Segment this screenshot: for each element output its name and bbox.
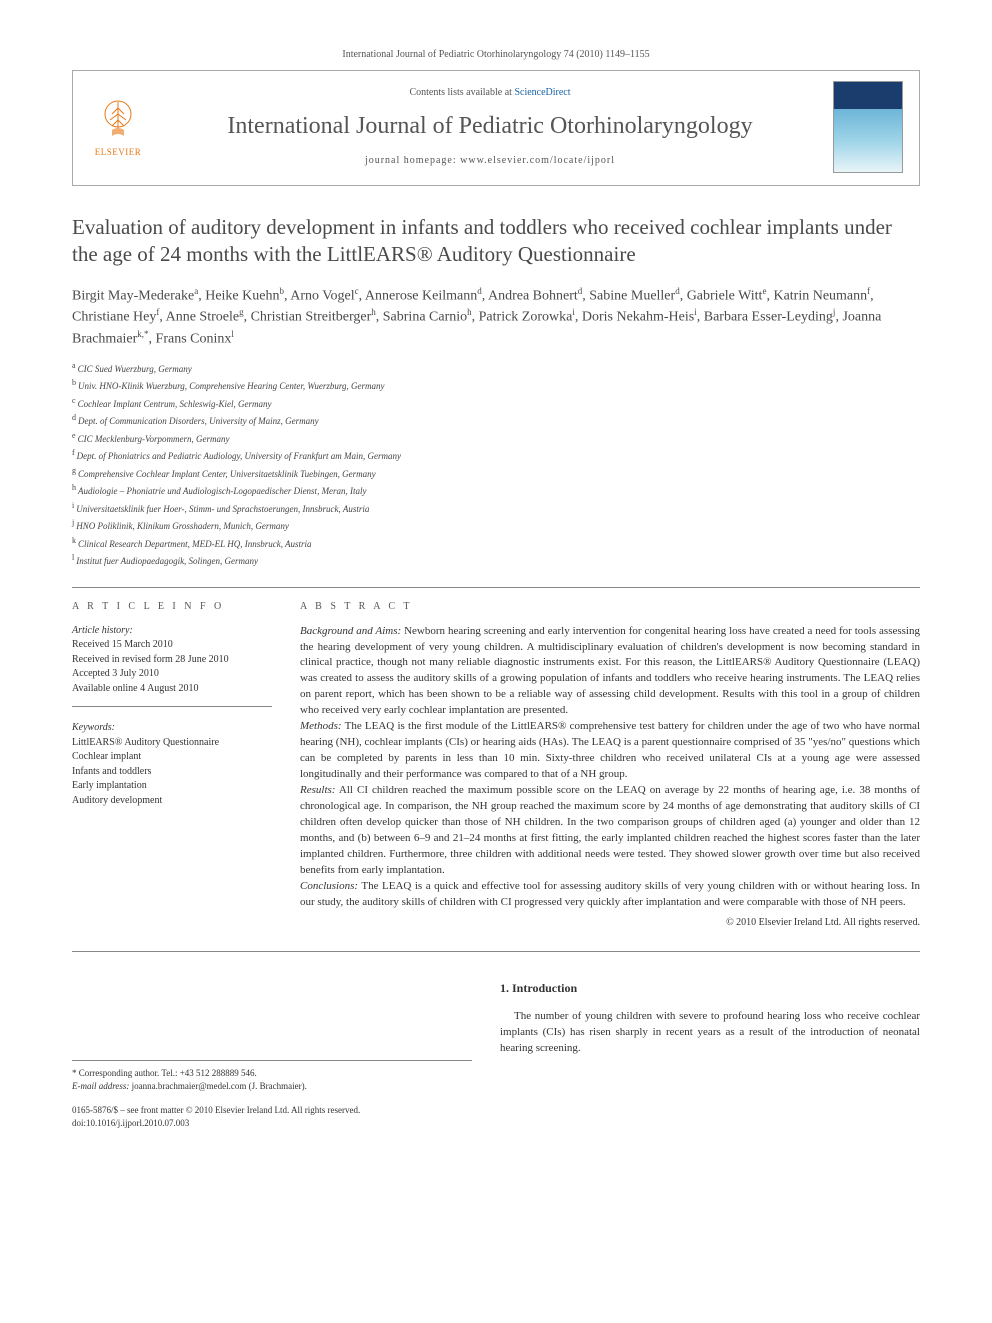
affiliation-item: eCIC Mecklenburg-Vorpommern, Germany <box>72 430 920 447</box>
corr-email[interactable]: joanna.brachmaier@medel.com <box>132 1081 247 1091</box>
footer-doi: doi:10.1016/j.ijporl.2010.07.003 <box>72 1117 920 1130</box>
info-abstract-row: A R T I C L E I N F O Article history: R… <box>72 600 920 931</box>
keyword-item: LittlEARS® Auditory Questionnaire <box>72 736 272 751</box>
article-info-head: A R T I C L E I N F O <box>72 600 272 614</box>
keywords-label: Keywords: <box>72 721 272 736</box>
affiliation-item: fDept. of Phoniatrics and Pediatric Audi… <box>72 447 920 464</box>
elsevier-label: ELSEVIER <box>95 146 142 159</box>
journal-cover-thumbnail <box>833 81 903 173</box>
affiliation-item: dDept. of Communication Disorders, Unive… <box>72 412 920 429</box>
bottom-row: * Corresponding author. Tel.: +43 512 28… <box>72 980 920 1092</box>
affiliation-item: iUniversitaetsklinik fuer Hoer-, Stimm- … <box>72 500 920 517</box>
corresponding-col: * Corresponding author. Tel.: +43 512 28… <box>72 980 472 1092</box>
keywords-block: Keywords: LittlEARS® Auditory Questionna… <box>72 721 272 808</box>
conclusions-label: Conclusions: <box>300 880 358 892</box>
homepage-url[interactable]: www.elsevier.com/locate/ijporl <box>460 155 615 166</box>
history-label: Article history: <box>72 624 272 639</box>
rule-bottom <box>72 951 920 952</box>
affiliation-item: jHNO Poliklinik, Klinikum Grosshadern, M… <box>72 517 920 534</box>
affiliation-item: kClinical Research Department, MED-EL HQ… <box>72 535 920 552</box>
rule-top <box>72 587 920 588</box>
intro-col: 1. Introduction The number of young chil… <box>500 980 920 1092</box>
results-label: Results: <box>300 784 335 796</box>
page: International Journal of Pediatric Otorh… <box>0 0 992 1169</box>
article-info-column: A R T I C L E I N F O Article history: R… <box>72 600 272 931</box>
elsevier-tree-icon <box>94 96 142 144</box>
footer-issn: 0165-5876/$ – see front matter © 2010 El… <box>72 1104 920 1117</box>
article-history: Article history: Received 15 March 2010 … <box>72 624 272 708</box>
keyword-item: Early implantation <box>72 779 272 794</box>
revised-date: Received in revised form 28 June 2010 <box>72 653 272 668</box>
abstract-head: A B S T R A C T <box>300 600 920 614</box>
journal-header: ELSEVIER Contents lists available at Sci… <box>72 70 920 186</box>
authors-list: Birgit May-Mederakea, Heike Kuehnb, Arno… <box>72 285 920 350</box>
affiliations-list: aCIC Sued Wuerzburg, GermanybUniv. HNO-K… <box>72 360 920 569</box>
keyword-item: Auditory development <box>72 794 272 809</box>
accepted-date: Accepted 3 July 2010 <box>72 667 272 682</box>
journal-reference: International Journal of Pediatric Otorh… <box>72 48 920 62</box>
corr-email-label: E-mail address: <box>72 1081 129 1091</box>
received-date: Received 15 March 2010 <box>72 638 272 653</box>
header-center: Contents lists available at ScienceDirec… <box>163 86 817 168</box>
article-title: Evaluation of auditory development in in… <box>72 214 920 269</box>
intro-para: The number of young children with severe… <box>500 1009 920 1057</box>
methods-text: The LEAQ is the first module of the Litt… <box>300 720 920 780</box>
online-date: Available online 4 August 2010 <box>72 682 272 697</box>
affiliation-item: cCochlear Implant Centrum, Schleswig-Kie… <box>72 395 920 412</box>
homepage-prefix: journal homepage: <box>365 155 460 166</box>
intro-head: 1. Introduction <box>500 980 920 997</box>
affiliation-item: bUniv. HNO-Klinik Wuerzburg, Comprehensi… <box>72 377 920 394</box>
elsevier-logo: ELSEVIER <box>89 95 147 159</box>
affiliation-item: hAudiologie – Phoniatrie und Audiologisc… <box>72 482 920 499</box>
affiliation-item: gComprehensive Cochlear Implant Center, … <box>72 465 920 482</box>
footer: 0165-5876/$ – see front matter © 2010 El… <box>72 1104 920 1129</box>
abstract-column: A B S T R A C T Background and Aims: New… <box>300 600 920 931</box>
corr-email-who: (J. Brachmaier). <box>249 1081 307 1091</box>
methods-label: Methods: <box>300 720 342 732</box>
journal-name: International Journal of Pediatric Otorh… <box>163 110 817 144</box>
abstract-copyright: © 2010 Elsevier Ireland Ltd. All rights … <box>300 916 920 931</box>
abstract-body: Background and Aims: Newborn hearing scr… <box>300 624 920 931</box>
results-text: All CI children reached the maximum poss… <box>300 784 920 876</box>
contents-prefix: Contents lists available at <box>409 87 514 98</box>
conclusions-text: The LEAQ is a quick and effective tool f… <box>300 880 920 908</box>
affiliation-item: lInstitut fuer Audiopaedagogik, Solingen… <box>72 552 920 569</box>
corresponding-author: * Corresponding author. Tel.: +43 512 28… <box>72 1060 472 1092</box>
sciencedirect-link[interactable]: ScienceDirect <box>514 87 570 98</box>
affiliation-item: aCIC Sued Wuerzburg, Germany <box>72 360 920 377</box>
background-text: Newborn hearing screening and early inte… <box>300 625 920 717</box>
journal-homepage: journal homepage: www.elsevier.com/locat… <box>163 154 817 168</box>
corr-line: * Corresponding author. Tel.: +43 512 28… <box>72 1067 472 1080</box>
keyword-item: Infants and toddlers <box>72 765 272 780</box>
keyword-item: Cochlear implant <box>72 750 272 765</box>
contents-available: Contents lists available at ScienceDirec… <box>163 86 817 100</box>
background-label: Background and Aims: <box>300 625 401 637</box>
